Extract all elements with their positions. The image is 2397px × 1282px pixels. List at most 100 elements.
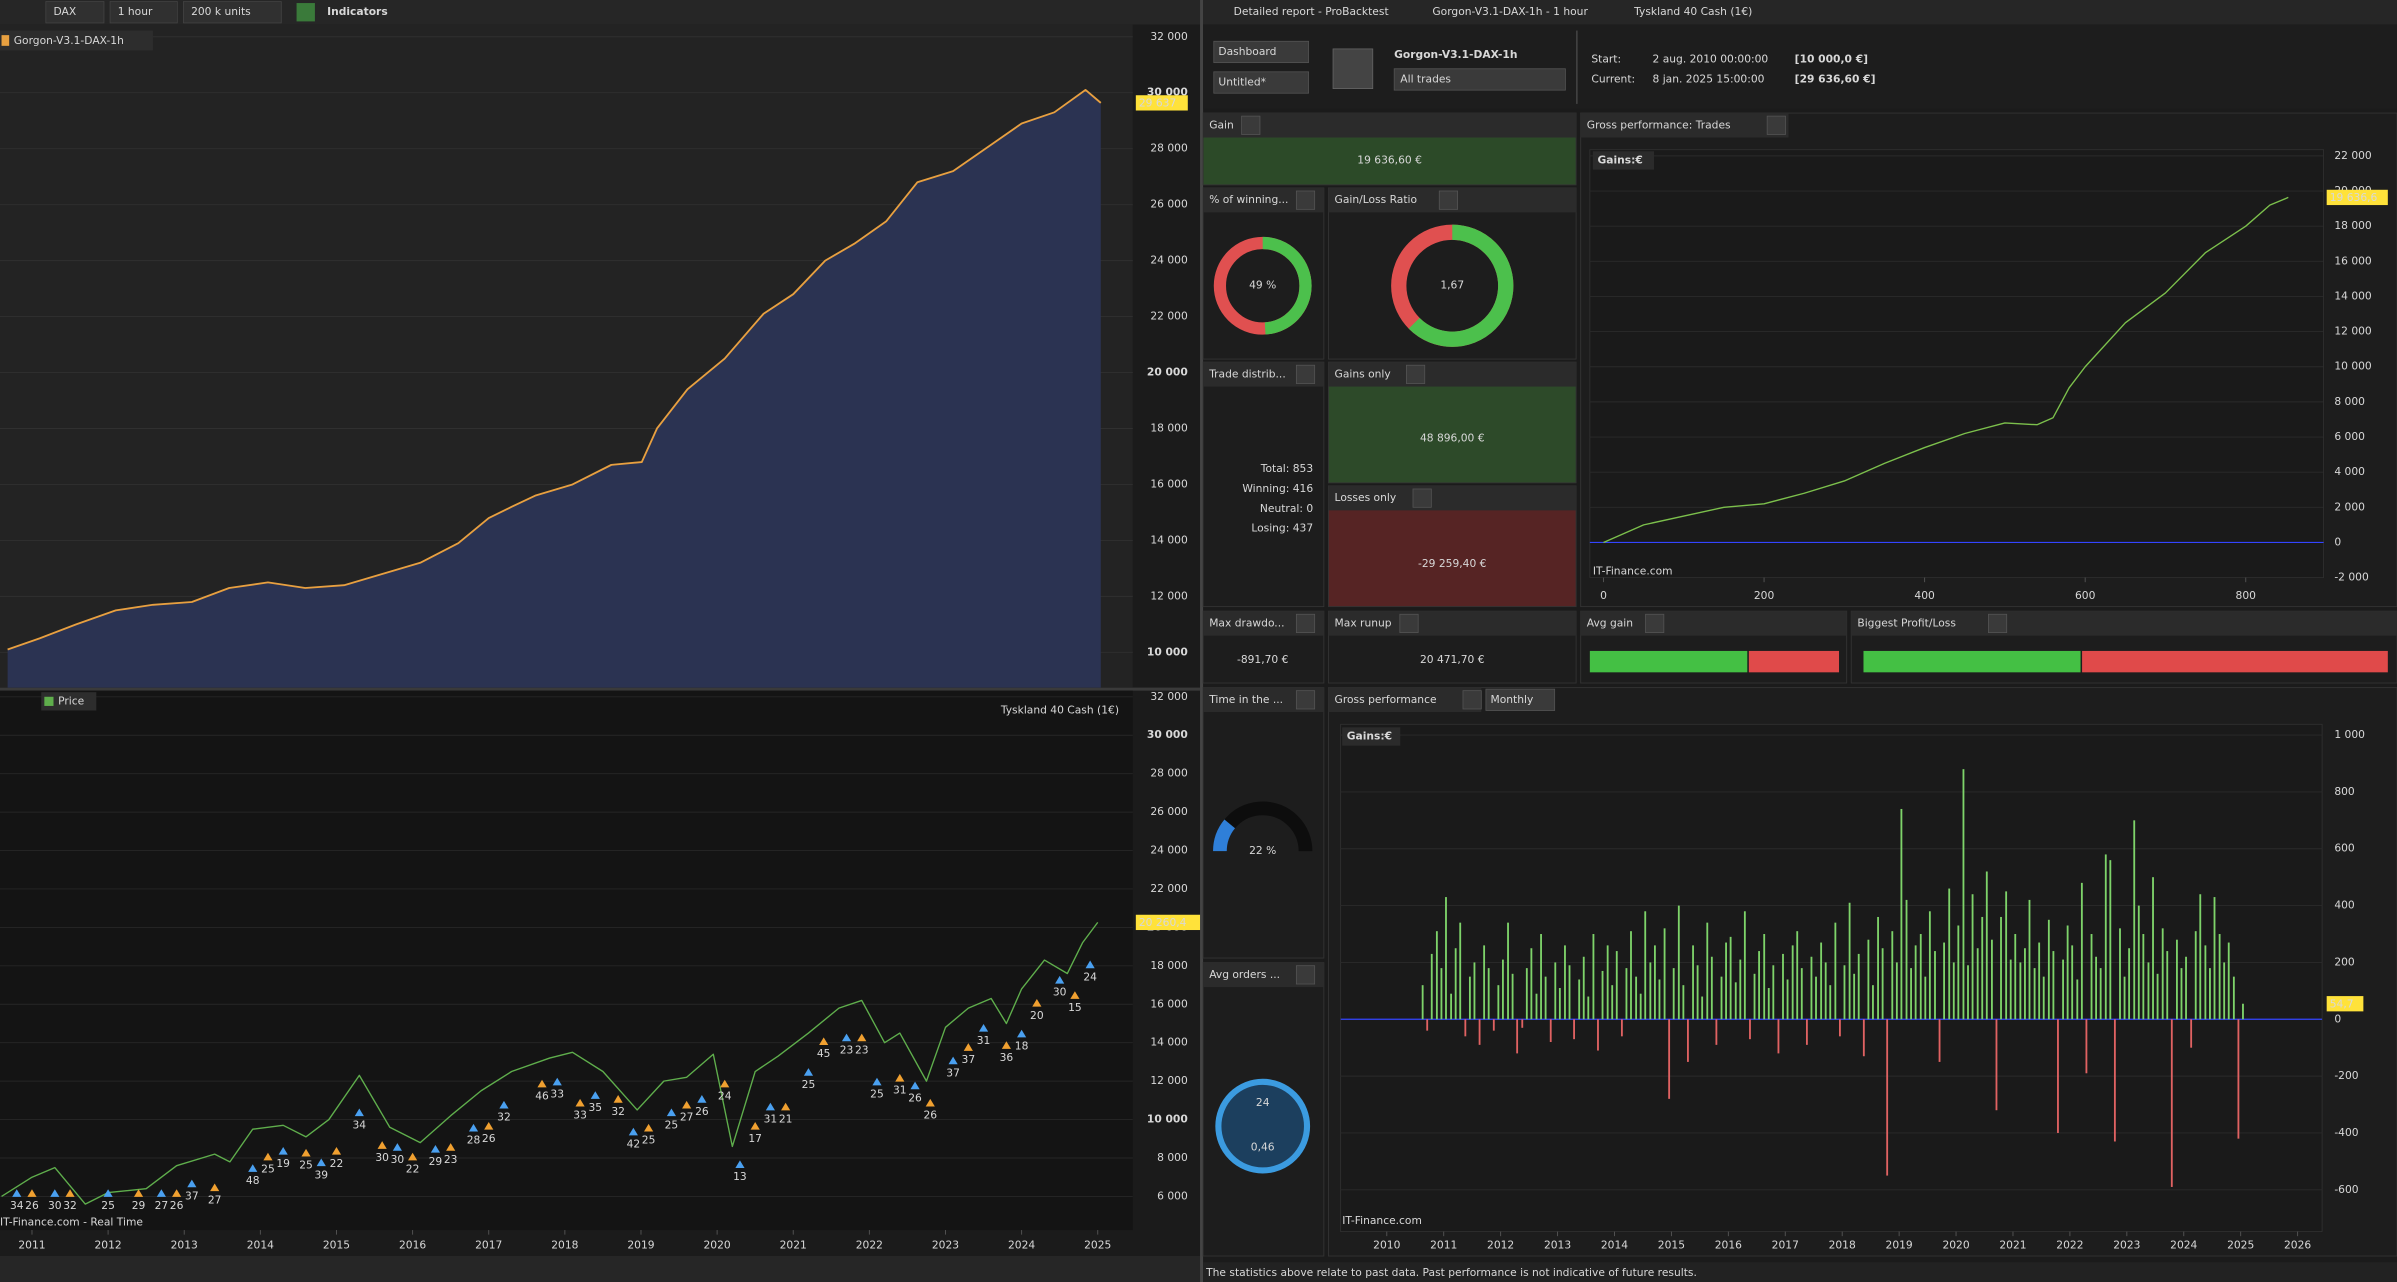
settings-button[interactable] <box>1295 364 1316 384</box>
x-tick-label: 2012 <box>1487 1238 1514 1251</box>
toolbar-item[interactable]: DAX <box>54 5 77 18</box>
bar <box>1564 945 1566 1020</box>
splitter <box>1200 0 1204 1282</box>
settings-button[interactable] <box>1412 488 1432 508</box>
label: Current: <box>1591 72 1635 85</box>
widget-title-bar <box>1328 611 1577 636</box>
filter-select[interactable] <box>1393 68 1566 91</box>
x-tick-label: 2017 <box>475 1238 502 1251</box>
toolbar-dropdown[interactable] <box>183 1 282 24</box>
settings-button[interactable] <box>1406 364 1426 384</box>
bar <box>1501 959 1504 1020</box>
bar <box>1554 962 1557 1020</box>
x-tick-label: 800 <box>2236 589 2257 602</box>
toolbar-item[interactable]: Indicators <box>327 5 388 18</box>
y-tick-label: 24 000 <box>1150 254 1188 267</box>
y-tick-label: 18 000 <box>1150 421 1188 434</box>
y-tick-label: 200 <box>2334 955 2355 968</box>
trade-label: 25 <box>642 1134 656 1147</box>
widget-title-bar <box>1328 362 1577 387</box>
trade-arrow <box>682 1100 692 1109</box>
template-select[interactable] <box>1213 71 1309 94</box>
bar <box>1440 968 1443 1020</box>
settings-button[interactable] <box>1462 690 1482 710</box>
y-tick-label: 30 000 <box>1147 728 1188 741</box>
trade-label: 26 <box>923 1109 937 1122</box>
y-tick-label: -400 <box>2334 1126 2358 1139</box>
window-title: Detailed report - ProBacktest <box>1234 5 1389 18</box>
bar <box>1919 934 1922 1020</box>
toolbar-item[interactable]: 1 hour <box>118 5 153 18</box>
left-toolbar <box>0 0 1201 25</box>
current-value-label: 20 260,4 <box>1139 916 1187 929</box>
trade-label: 31 <box>977 1034 991 1047</box>
period-select[interactable] <box>1485 688 1556 711</box>
trade-label: 27 <box>155 1199 169 1212</box>
bar <box>1928 911 1931 1020</box>
select-text[interactable]: Dashboard <box>1218 45 1276 58</box>
bar <box>1464 1019 1467 1037</box>
settings-button[interactable] <box>1645 613 1665 633</box>
current-value-label: 19 636,6 <box>2330 191 2378 204</box>
bar <box>2095 956 2098 1020</box>
view-select[interactable] <box>1213 40 1309 64</box>
bar <box>1677 905 1680 1020</box>
settings-button[interactable] <box>1241 115 1261 135</box>
widget-title: % of winning... <box>1209 193 1288 206</box>
select-text[interactable]: Untitled* <box>1218 76 1266 89</box>
window-title: Tyskland 40 Cash (1€) <box>1633 5 1752 18</box>
toolbar-dropdown[interactable] <box>45 1 105 24</box>
settings-button[interactable] <box>1987 613 2008 633</box>
runup-value: 20 471,70 € <box>1420 653 1485 666</box>
widget-title-bar <box>1851 611 2397 636</box>
bar <box>1743 911 1746 1020</box>
toolbar-item[interactable]: 200 k units <box>191 5 251 18</box>
settings-button[interactable] <box>1295 190 1316 210</box>
bar <box>1649 962 1652 1020</box>
settings-button[interactable] <box>1399 613 1419 633</box>
bar <box>1981 916 1984 1020</box>
settings-button[interactable] <box>1295 690 1316 710</box>
settings-button[interactable] <box>1766 115 1786 135</box>
widget-title: Max runup <box>1335 616 1392 629</box>
x-tick-label: 400 <box>1914 589 1935 602</box>
controls-panel <box>1203 24 2397 109</box>
trade-arrow <box>301 1148 311 1157</box>
trade-arrow <box>819 1037 829 1046</box>
toolbar-dropdown[interactable] <box>109 1 178 24</box>
y-tick-label: 10 000 <box>2334 360 2372 373</box>
widget-title: Time in the ... <box>1208 693 1283 706</box>
trade-arrow <box>172 1189 182 1197</box>
trade-arrow <box>392 1143 402 1151</box>
trade-label: 15 <box>1068 1001 1082 1014</box>
bar <box>1938 1019 1941 1062</box>
x-tick-label: 2024 <box>1008 1238 1035 1251</box>
trade-arrow <box>910 1081 920 1090</box>
bar <box>1635 976 1638 1020</box>
current-value-box <box>2326 189 2388 206</box>
bar <box>1857 953 1860 1020</box>
trade-label: 27 <box>680 1111 694 1124</box>
bar <box>1630 931 1632 1020</box>
bar <box>2176 939 2178 1020</box>
select-text[interactable]: Monthly <box>1490 693 1533 706</box>
settings-button[interactable] <box>1295 965 1316 985</box>
x-tick-label: 600 <box>2075 589 2096 602</box>
legend-box <box>0 30 153 51</box>
settings-button[interactable] <box>1295 613 1316 633</box>
y-tick-label: 6 000 <box>1157 1189 1188 1202</box>
trade-arrow <box>765 1102 775 1111</box>
x-tick-label: 2015 <box>1658 1238 1685 1251</box>
widget-title: Trade distrib... <box>1208 367 1286 380</box>
report-titlebar <box>1203 0 2397 25</box>
bar <box>1796 931 1799 1020</box>
trade-arrow <box>925 1098 935 1107</box>
system-icon[interactable] <box>1332 48 1374 90</box>
select-text[interactable]: All trades <box>1400 72 1451 85</box>
bar <box>1957 925 1960 1020</box>
settings-button[interactable] <box>1438 190 1458 210</box>
trade-arrow <box>12 1189 22 1197</box>
trade-label: 32 <box>63 1199 77 1212</box>
bar <box>1834 922 1837 1020</box>
trade-arrow <box>666 1108 677 1117</box>
